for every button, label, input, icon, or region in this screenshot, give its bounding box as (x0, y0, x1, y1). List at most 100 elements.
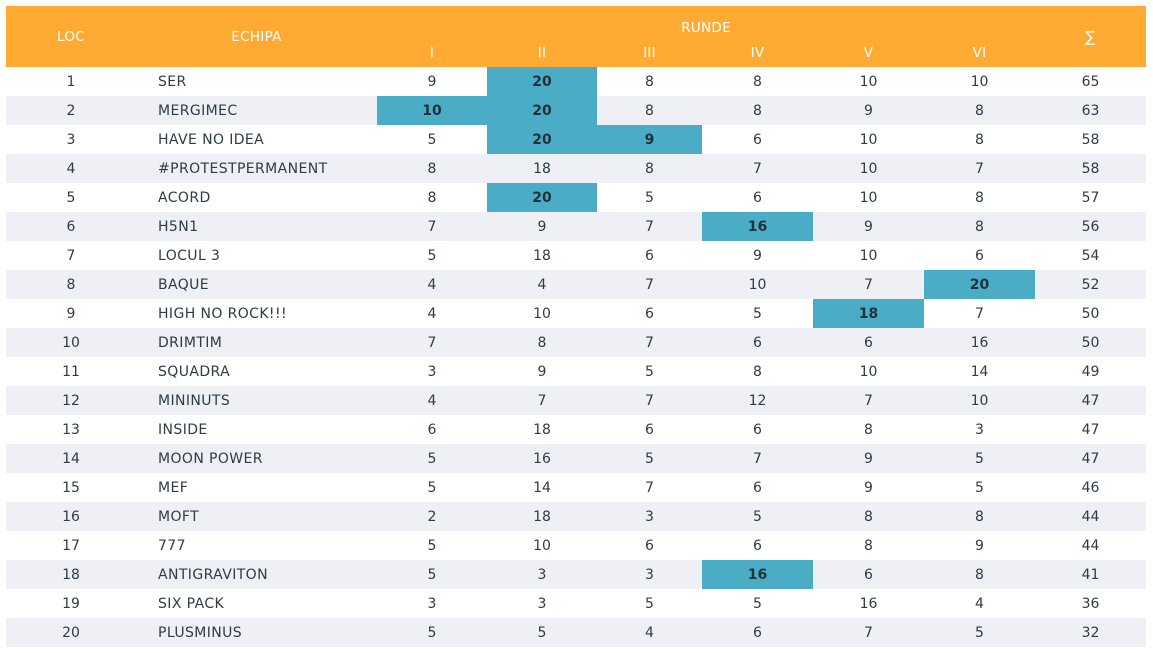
round-score-cell: 7 (597, 473, 702, 502)
round-score-cell: 7 (702, 444, 813, 473)
header-sum: ∑ (1035, 6, 1147, 67)
round-score-cell: 10 (813, 241, 924, 270)
round-score-cell: 6 (813, 328, 924, 357)
rank-cell: 15 (6, 473, 136, 502)
round-score-cell: 7 (597, 328, 702, 357)
round-score-cell: 7 (487, 386, 597, 415)
team-name-cell: SER (136, 67, 377, 96)
round-score-cell: 16 (924, 328, 1036, 357)
rank-cell: 13 (6, 415, 136, 444)
rank-cell: 6 (6, 212, 136, 241)
round-score-cell: 5 (924, 444, 1036, 473)
round-score-cell: 6 (702, 618, 813, 647)
round-score-cell: 9 (924, 531, 1036, 560)
rank-cell: 5 (6, 183, 136, 212)
team-name-cell: LOCUL 3 (136, 241, 377, 270)
header-round: IV (702, 39, 813, 67)
rank-cell: 7 (6, 241, 136, 270)
round-score-cell: 14 (924, 357, 1036, 386)
team-name-cell: MININUTS (136, 386, 377, 415)
round-score-cell: 6 (377, 415, 487, 444)
round-score-cell: 6 (702, 531, 813, 560)
rank-cell: 19 (6, 589, 136, 618)
round-score-cell: 7 (813, 270, 924, 299)
round-score-cell: 20 (487, 183, 597, 212)
round-score-cell: 7 (924, 154, 1036, 183)
total-score-cell: 46 (1035, 473, 1147, 502)
round-score-cell: 8 (487, 328, 597, 357)
round-score-cell: 8 (924, 183, 1036, 212)
round-score-cell: 8 (597, 154, 702, 183)
round-score-cell: 5 (597, 183, 702, 212)
round-score-cell: 10 (377, 96, 487, 125)
round-score-cell: 3 (487, 589, 597, 618)
round-score-cell: 10 (813, 154, 924, 183)
table-row: 12 MININUTS 4 7 7 12 7 10 47 (6, 386, 1147, 415)
team-name-cell: ANTIGRAVITON (136, 560, 377, 589)
round-score-cell: 8 (813, 415, 924, 444)
round-score-cell: 20 (924, 270, 1036, 299)
team-name-cell: HIGH NO ROCK!!! (136, 299, 377, 328)
round-score-cell: 9 (813, 96, 924, 125)
rank-cell: 16 (6, 502, 136, 531)
round-score-cell: 4 (924, 589, 1036, 618)
total-score-cell: 47 (1035, 415, 1147, 444)
round-score-cell: 5 (377, 531, 487, 560)
round-score-cell: 5 (702, 502, 813, 531)
rank-cell: 11 (6, 357, 136, 386)
round-score-cell: 6 (702, 415, 813, 444)
round-score-cell: 5 (377, 444, 487, 473)
standings-container: LOC ECHIPA RUNDE ∑ I II III IV V VI 1 SER… (6, 6, 1147, 647)
round-score-cell: 10 (813, 67, 924, 96)
round-score-cell: 5 (702, 299, 813, 328)
round-score-cell: 7 (813, 618, 924, 647)
round-score-cell: 20 (487, 96, 597, 125)
round-score-cell: 18 (487, 415, 597, 444)
team-name-cell: SIX PACK (136, 589, 377, 618)
team-name-cell: DRIMTIM (136, 328, 377, 357)
team-name-cell: #PROTESTPERMANENT (136, 154, 377, 183)
round-score-cell: 4 (377, 270, 487, 299)
round-score-cell: 10 (702, 270, 813, 299)
round-score-cell: 7 (702, 154, 813, 183)
round-score-cell: 16 (487, 444, 597, 473)
round-score-cell: 16 (813, 589, 924, 618)
table-row: 7 LOCUL 3 5 18 6 9 10 6 54 (6, 241, 1147, 270)
round-score-cell: 18 (487, 241, 597, 270)
round-score-cell: 9 (597, 125, 702, 154)
round-score-cell: 18 (487, 154, 597, 183)
round-score-cell: 8 (813, 531, 924, 560)
rank-cell: 9 (6, 299, 136, 328)
round-score-cell: 7 (377, 212, 487, 241)
header-round: V (813, 39, 924, 67)
total-score-cell: 44 (1035, 502, 1147, 531)
total-score-cell: 54 (1035, 241, 1147, 270)
round-score-cell: 10 (924, 67, 1036, 96)
table-row: 19 SIX PACK 3 3 5 5 16 4 36 (6, 589, 1147, 618)
total-score-cell: 56 (1035, 212, 1147, 241)
table-row: 13 INSIDE 6 18 6 6 8 3 47 (6, 415, 1147, 444)
round-score-cell: 5 (597, 357, 702, 386)
rank-cell: 18 (6, 560, 136, 589)
table-row: 1 SER 9 20 8 8 10 10 65 (6, 67, 1147, 96)
round-score-cell: 8 (924, 125, 1036, 154)
round-score-cell: 7 (924, 299, 1036, 328)
rank-cell: 14 (6, 444, 136, 473)
total-score-cell: 52 (1035, 270, 1147, 299)
total-score-cell: 58 (1035, 125, 1147, 154)
round-score-cell: 6 (597, 299, 702, 328)
round-score-cell: 5 (377, 241, 487, 270)
table-row: 3 HAVE NO IDEA 5 20 9 6 10 8 58 (6, 125, 1147, 154)
round-score-cell: 10 (924, 386, 1036, 415)
table-row: 9 HIGH NO ROCK!!! 4 10 6 5 18 7 50 (6, 299, 1147, 328)
header-round: I (377, 39, 487, 67)
round-score-cell: 7 (813, 386, 924, 415)
table-row: 17 777 5 10 6 6 8 9 44 (6, 531, 1147, 560)
team-name-cell: HAVE NO IDEA (136, 125, 377, 154)
round-score-cell: 5 (924, 618, 1036, 647)
header-rounds-title: RUNDE (377, 6, 1036, 39)
team-name-cell: MOFT (136, 502, 377, 531)
round-score-cell: 8 (924, 96, 1036, 125)
round-score-cell: 6 (924, 241, 1036, 270)
round-score-cell: 10 (813, 183, 924, 212)
